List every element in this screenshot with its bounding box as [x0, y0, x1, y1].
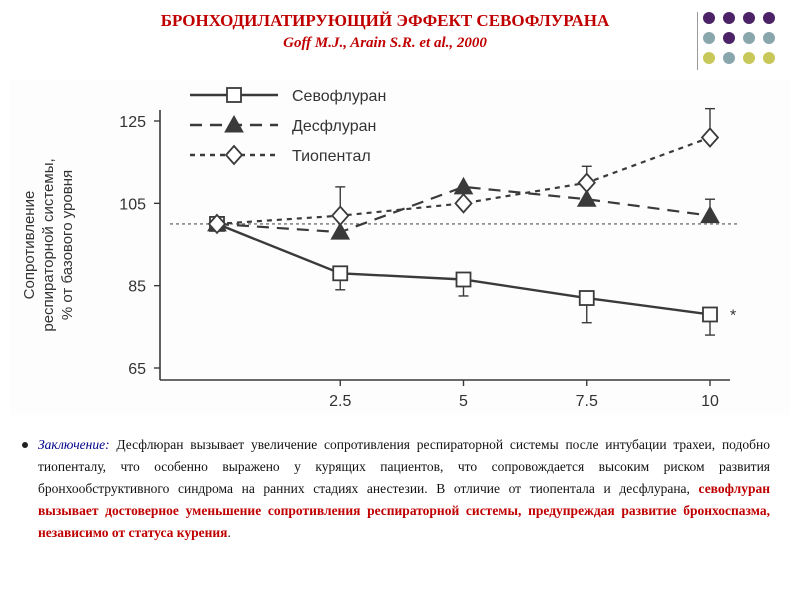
- slide-title-block: БРОНХОДИЛАТИРУЮЩИЙ ЭФФЕКТ СЕВОФЛУРАНА Go…: [40, 10, 730, 54]
- decor-divider: [697, 12, 698, 70]
- series-line: [216, 136, 711, 226]
- decor-dot: [723, 52, 735, 64]
- data-point: [207, 213, 227, 235]
- decor-dot-grid: [703, 12, 793, 72]
- data-point: [700, 205, 720, 224]
- conclusion-text: Десфлюран вызывает увеличение сопротивле…: [38, 437, 770, 496]
- data-point: [331, 205, 350, 227]
- line-chart: 125 105 85 65 2.5 5 7.5 10 Сопротивление респират…: [21, 87, 740, 410]
- citation: Goff M.J., Arain S.R. et al., 2000: [283, 35, 487, 51]
- legend-swatch-marker: [226, 87, 242, 103]
- decor-dot: [723, 32, 735, 44]
- y-tick-label: 85: [128, 279, 146, 296]
- conclusion-highlight: севофлуран вызывает достоверное уменьшен…: [38, 481, 770, 540]
- y-axis-label: Сопротивление респираторной системы,% от …: [21, 158, 76, 331]
- y-axis-label-line: % от базового уровня: [59, 170, 76, 320]
- chart-area: 125 105 85 65 2.5 5 7.5 10 Сопротивление респират…: [10, 80, 790, 415]
- legend-label: Тиопентал: [292, 148, 371, 165]
- y-axis-label-line: респираторной системы,: [40, 158, 57, 331]
- x-tick-label: 7.5: [576, 393, 598, 410]
- decor-dot: [763, 32, 775, 44]
- x-tick-label: 2.5: [329, 393, 351, 410]
- data-point: [576, 189, 597, 207]
- data-point: [453, 176, 474, 195]
- x-tick-label: 10: [701, 393, 719, 410]
- decor-dot: [743, 52, 755, 64]
- series-line: [216, 185, 711, 234]
- legend-label: Севофлуран: [292, 88, 386, 105]
- y-tick-label: 105: [119, 196, 146, 213]
- decor-dot: [743, 32, 755, 44]
- data-point: [455, 271, 472, 288]
- decor-dot: [763, 12, 775, 24]
- conclusion-lead: Заключение:: [38, 437, 110, 452]
- data-point: [454, 192, 473, 214]
- series-line: [216, 222, 711, 316]
- data-point: [577, 172, 596, 194]
- legend-label: Десфлуран: [292, 118, 376, 135]
- legend-swatch-marker: [224, 144, 244, 166]
- y-tick-label: 65: [128, 361, 146, 378]
- y-axis-label-line: Сопротивление: [21, 191, 38, 300]
- data-point: [578, 290, 595, 306]
- data-point: [702, 306, 718, 323]
- significance-annotation: *: [730, 307, 736, 324]
- decor-dot: [763, 52, 775, 64]
- data-point: [700, 127, 720, 148]
- decor-dot: [703, 12, 715, 24]
- decor-dot: [703, 32, 715, 44]
- data-point: [330, 222, 351, 240]
- conclusion-end: .: [227, 525, 231, 540]
- legend-swatch-marker: [224, 114, 244, 133]
- data-point: [332, 265, 349, 282]
- y-tick-label: 125: [119, 114, 146, 131]
- bullet-icon: [22, 442, 28, 448]
- slide-title: БРОНХОДИЛАТИРУЮЩИЙ ЭФФЕКТ СЕВОФЛУРАНА: [160, 11, 610, 30]
- decor-dot: [743, 12, 755, 24]
- decor-dot: [703, 52, 715, 64]
- conclusion-paragraph: Заключение: Десфлюран вызывает увеличени…: [22, 434, 770, 544]
- x-tick-label: 5: [459, 393, 468, 410]
- decor-dot: [723, 12, 735, 24]
